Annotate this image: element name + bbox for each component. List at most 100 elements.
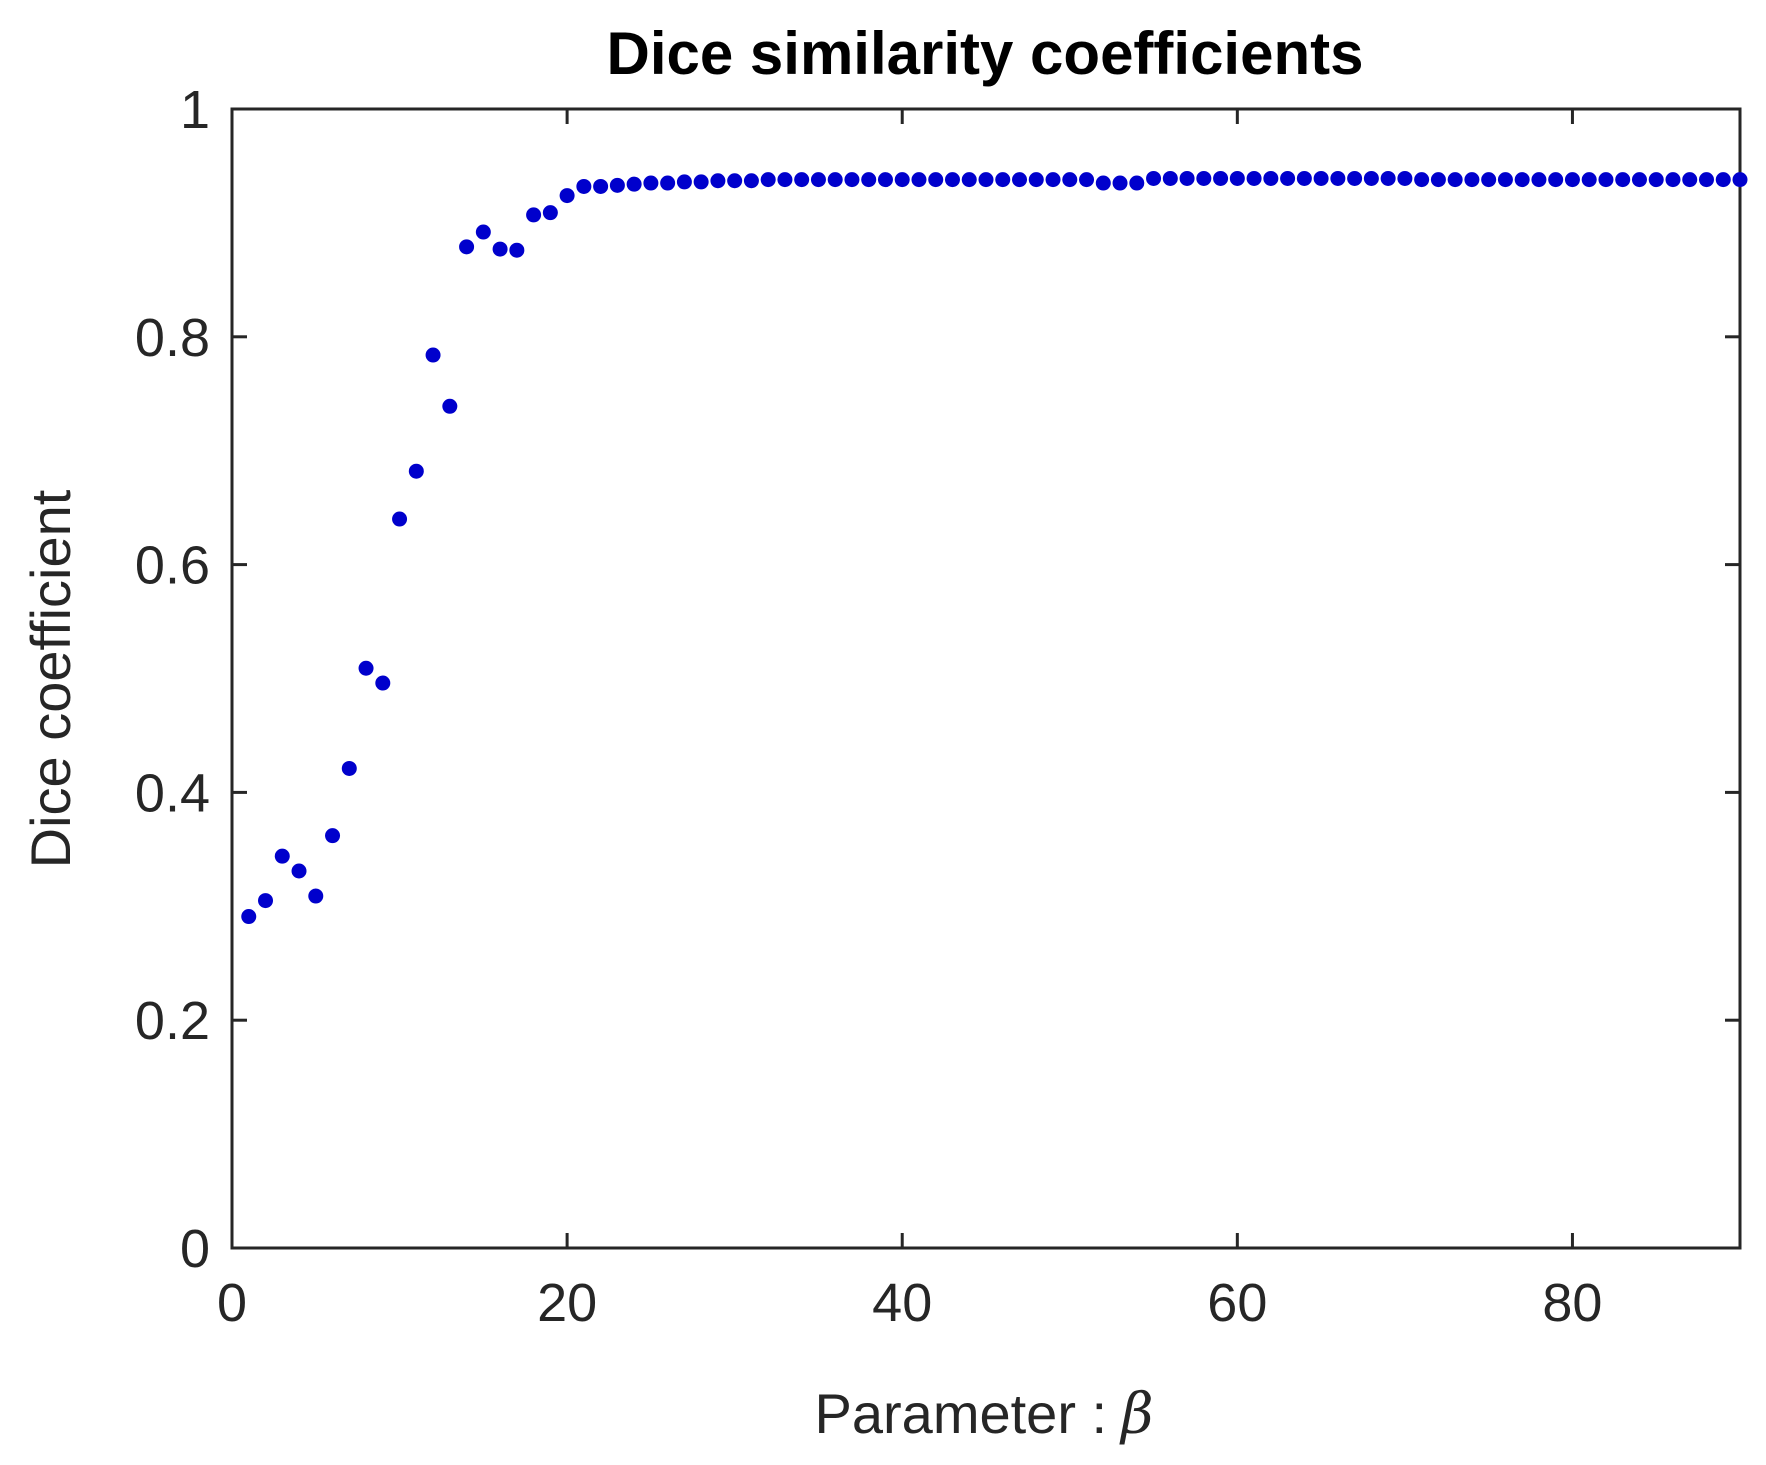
x-tick-label: 60 <box>1207 1273 1267 1333</box>
data-point <box>542 205 558 221</box>
data-point <box>861 172 877 188</box>
data-point <box>442 398 458 414</box>
data-point <box>1514 172 1530 188</box>
data-point <box>1313 170 1329 186</box>
data-point <box>727 173 743 189</box>
data-point <box>827 172 843 188</box>
data-point <box>308 888 324 904</box>
data-point <box>1581 172 1597 188</box>
data-point <box>710 173 726 189</box>
data-point <box>475 224 491 240</box>
data-point <box>1715 172 1731 188</box>
data-point <box>1481 172 1497 188</box>
data-point <box>1246 170 1262 186</box>
data-point <box>660 175 676 191</box>
data-point <box>1213 170 1229 186</box>
data-point <box>509 242 525 258</box>
data-point <box>626 176 642 192</box>
data-point <box>1280 170 1296 186</box>
data-point <box>1263 170 1279 186</box>
y-tick-label: 0 <box>180 1219 210 1279</box>
data-point <box>1548 172 1564 188</box>
data-point <box>609 177 625 193</box>
data-point <box>1464 172 1480 188</box>
data-point <box>375 675 391 691</box>
data-point <box>1564 172 1580 188</box>
data-point <box>1062 172 1078 188</box>
data-point <box>1665 172 1681 188</box>
y-tick-label: 0.2 <box>135 991 210 1051</box>
data-point <box>1698 172 1714 188</box>
plot-area-frame <box>230 107 1742 1250</box>
y-tick-label: 0.8 <box>135 308 210 368</box>
data-point <box>1045 172 1061 188</box>
data-point <box>1648 172 1664 188</box>
data-point <box>526 207 542 223</box>
data-point <box>1631 172 1647 188</box>
data-point <box>1397 170 1413 186</box>
data-point <box>961 172 977 188</box>
data-point <box>576 178 592 194</box>
data-point <box>325 828 341 844</box>
data-point <box>1162 170 1178 186</box>
data-point <box>1682 172 1698 188</box>
x-tick-label: 80 <box>1542 1273 1602 1333</box>
y-tick-label: 0.4 <box>135 763 210 823</box>
data-point <box>274 848 290 864</box>
data-point <box>492 241 508 257</box>
data-point <box>794 172 810 188</box>
data-point <box>1129 175 1145 191</box>
data-point <box>1330 170 1346 186</box>
x-tick-label: 0 <box>217 1273 247 1333</box>
data-point <box>1447 172 1463 188</box>
data-point <box>995 172 1011 188</box>
x-axis-label: Parameter :β <box>815 1382 1154 1447</box>
x-axis: 0 20 40 60 80 <box>217 109 1602 1333</box>
data-point <box>1079 172 1095 188</box>
data-point <box>743 173 759 189</box>
data-point <box>810 172 826 188</box>
y-axis-label: Dice coefficient <box>19 489 82 868</box>
data-point <box>241 909 257 925</box>
data-point <box>1296 170 1312 186</box>
x-tick-label: 40 <box>872 1273 932 1333</box>
data-point <box>1196 170 1212 186</box>
data-point <box>911 172 927 188</box>
data-point <box>643 175 659 191</box>
data-point <box>894 172 910 188</box>
data-points <box>241 170 1748 925</box>
data-point <box>1112 175 1128 191</box>
data-point <box>777 172 793 188</box>
data-point <box>877 172 893 188</box>
y-tick-label: 0.6 <box>135 536 210 596</box>
data-point <box>559 188 575 204</box>
data-point <box>978 172 994 188</box>
data-point <box>258 893 274 909</box>
data-point <box>1146 170 1162 186</box>
data-point <box>291 863 307 879</box>
data-point <box>392 511 408 527</box>
data-point <box>1430 172 1446 188</box>
data-point <box>760 172 776 188</box>
data-point <box>1380 170 1396 186</box>
data-point <box>844 172 860 188</box>
data-point <box>1347 170 1363 186</box>
data-point <box>928 172 944 188</box>
data-point <box>1095 175 1111 191</box>
data-point <box>358 660 374 676</box>
data-point <box>1732 172 1748 188</box>
data-point <box>1531 172 1547 188</box>
data-point <box>341 760 357 776</box>
data-point <box>593 178 609 194</box>
data-point <box>1615 172 1631 188</box>
data-point <box>408 463 424 479</box>
data-point <box>693 174 709 190</box>
data-point <box>425 347 441 363</box>
y-axis: 0 0.2 0.4 0.6 0.8 1 <box>135 80 1740 1279</box>
data-point <box>676 174 692 190</box>
data-point <box>1598 172 1614 188</box>
chart-title: Dice similarity coefficients <box>607 20 1364 87</box>
data-point <box>1179 170 1195 186</box>
data-point <box>944 172 960 188</box>
